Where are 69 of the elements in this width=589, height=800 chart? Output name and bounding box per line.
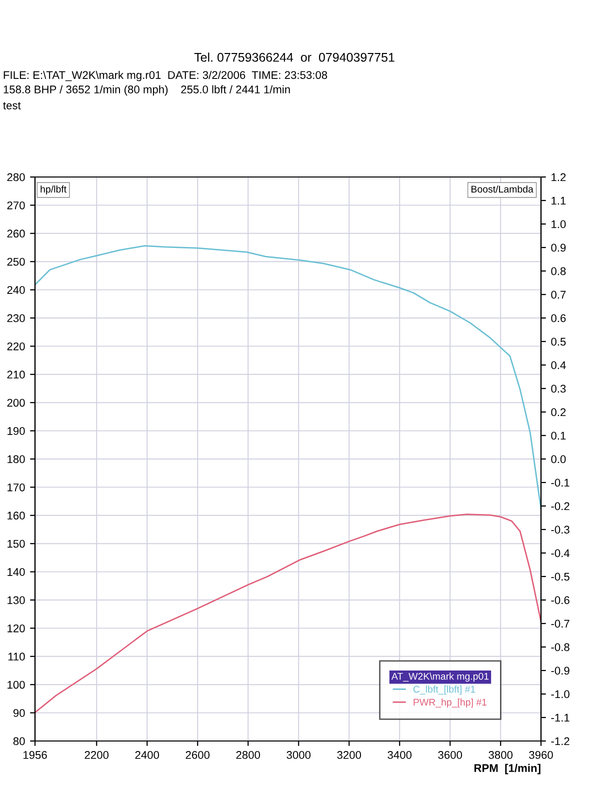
y-tick-label: 220 [7, 342, 25, 350]
y2-tick-label: 0.3 [551, 384, 566, 393]
y2-tick-label: -1.0 [551, 690, 570, 698]
y-tick-label: 270 [7, 201, 25, 210]
y2-tick-label: 0.7 [551, 290, 566, 299]
y2-tick-label: 1.0 [552, 220, 566, 228]
line-series [35, 514, 541, 714]
y2-tick-label: -1.1 [551, 714, 570, 722]
x-tick-label: 3800 [488, 751, 513, 759]
x-tick-label: 3400 [388, 751, 412, 759]
x-tick-label: 2800 [236, 751, 260, 759]
y2-tick-label: 0.4 [551, 361, 566, 370]
y-tick-label: 140 [8, 568, 25, 576]
y-axis-title: hp/lbft [40, 185, 66, 195]
y2-tick-label: -1.2 [551, 737, 570, 746]
y-tick-label: 230 [7, 314, 25, 322]
y2-axis-title: Boost/Lambda [472, 185, 534, 193]
legend-label: PWR_hp_[hp] #1 [414, 698, 487, 708]
y-tick-label: 160 [8, 512, 25, 520]
x-axis-title: RPM [1/min] [474, 764, 540, 774]
y-tick-label: 200 [7, 398, 25, 407]
y-tick-label: 250 [7, 258, 25, 266]
y-tick-label: 150 [8, 540, 25, 548]
y2-tick-label: 0.8 [551, 267, 566, 276]
y2-tick-label: 0.1 [551, 432, 566, 440]
y-tick-label: 260 [7, 230, 25, 238]
y2-tick-label: 1.2 [552, 173, 566, 182]
text: FILE: E:\TAT_W2K\mark mg.r01 DATE: 3/2/2006 TIME: 23:53:08 [4, 70, 328, 82]
y2-tick-label: 0.0 [551, 455, 566, 464]
y2-tick-label: 1.1 [552, 196, 566, 205]
x-tick-label: 2200 [84, 751, 109, 759]
y2-tick-label: -0.3 [551, 526, 570, 534]
y-tick-label: 280 [7, 173, 25, 182]
x-tick-label: 1956 [23, 751, 47, 759]
x-tick-label: 2400 [135, 751, 160, 759]
y2-tick-label: -0.6 [551, 596, 570, 604]
y-tick-label: 100 [8, 680, 25, 689]
y-tick-label: 110 [8, 652, 25, 661]
line-series [35, 245, 541, 510]
legend-label: C_lbft_[lbft] #1 [413, 686, 476, 695]
x-tick-label: 2600 [186, 751, 210, 759]
y-tick-label: 190 [8, 427, 25, 435]
y2-tick-label: -0.1 [551, 478, 570, 487]
y2-tick-label: -0.4 [551, 549, 570, 558]
text: test [3, 102, 21, 110]
y-tick-label: 180 [8, 455, 25, 464]
y2-tick-label: -0.7 [551, 620, 570, 628]
y2-tick-label: -0.2 [551, 502, 570, 510]
y2-tick-label: 0.6 [551, 314, 566, 322]
text: Tel. 07759366244 or 07940397751 [194, 52, 394, 62]
y2-tick-label: 0.5 [551, 338, 566, 346]
text: 158.8 BHP / 3652 1/min (80 mph) 255.0 lbft / 2441 1/min [4, 85, 290, 96]
legend-title: AT_W2K\mark mg.p01 [391, 672, 489, 682]
y2-tick-label: -0.5 [551, 572, 570, 581]
x-tick-label: 3600 [438, 751, 462, 759]
y2-tick-label: 0.2 [551, 408, 566, 416]
y-tick-label: 120 [8, 624, 25, 632]
y-tick-label: 210 [7, 370, 25, 379]
y-tick-label: 80 [13, 737, 25, 746]
y-tick-label: 90 [13, 709, 25, 717]
x-tick-label: 3960 [529, 751, 553, 759]
y-tick-label: 170 [8, 483, 25, 492]
y2-tick-label: -0.8 [551, 643, 570, 652]
y-tick-label: 130 [8, 596, 25, 604]
x-tick-label: 3000 [286, 751, 311, 759]
y2-tick-label: -0.9 [551, 666, 570, 675]
x-tick-label: 3200 [337, 751, 362, 759]
y2-tick-label: 0.9 [551, 244, 566, 252]
y-tick-label: 240 [7, 286, 25, 294]
